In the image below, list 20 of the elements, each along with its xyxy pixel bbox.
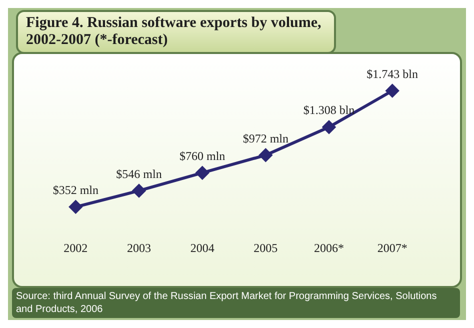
x-tick-label: 2004	[190, 240, 214, 255]
point	[386, 84, 399, 98]
data-label: $546 mln	[116, 166, 162, 181]
x-tick-label: 2005	[254, 240, 278, 255]
x-tick-label: 2007*	[377, 240, 408, 255]
point	[322, 120, 336, 134]
data-label: $1.308 bln	[303, 103, 355, 118]
data-label: $1.743 bln	[366, 66, 418, 81]
data-label: $352 mln	[52, 183, 99, 198]
source-note: Source: third Annual Survey of the Russian Export Market for Programming Services, Solutions and Products, 2006	[12, 288, 460, 318]
chart-title: Figure 4. Russian software exports by volume, 2002-2007 (*-forecast)	[16, 10, 336, 54]
data-label: $760 mln	[179, 148, 226, 163]
x-tick-label: 2006*	[314, 240, 344, 255]
x-tick-label: 2003	[127, 240, 151, 255]
x-tick-label: 2002	[64, 240, 88, 255]
point	[259, 148, 272, 162]
point	[132, 184, 146, 198]
data-label: $972 mln	[242, 131, 289, 146]
point	[69, 200, 82, 214]
point	[196, 166, 209, 180]
